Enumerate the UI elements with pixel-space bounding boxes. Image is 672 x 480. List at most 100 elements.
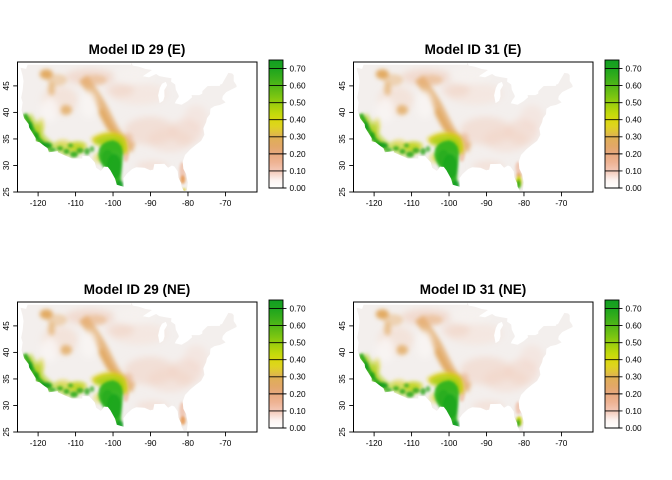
legend-colorbar [605, 60, 619, 188]
x-tick-label: -120 [366, 438, 383, 448]
y-tick-label: 35 [337, 134, 347, 144]
x-tick-label: -70 [555, 198, 567, 208]
legend-tick-label: 0.70 [626, 303, 643, 313]
panel-model-31-e: Model ID 31 (E) -120 -110 -100 -90 -80 -70 25 3… [337, 42, 643, 208]
legend-tick-label: 0.00 [626, 183, 643, 193]
x-tick-label: -90 [145, 198, 157, 208]
panel-model-31-ne: Model ID 31 (NE) -120 -110 -100 -90 -80 -70 25… [337, 282, 643, 448]
y-tick-label: 35 [337, 374, 347, 384]
plot-border [353, 61, 594, 193]
legend-tick-label: 0.70 [290, 63, 307, 73]
x-tick-label: -110 [404, 438, 420, 448]
legend-tick-label: 0.30 [290, 132, 307, 142]
legend-frame [268, 59, 284, 189]
x-tick-label: -110 [68, 438, 84, 448]
legend-tick-label: 0.20 [626, 389, 643, 399]
legend-colorbar [269, 60, 283, 188]
legend-tick-label: 0.30 [290, 372, 307, 382]
y-tick-label: 25 [337, 427, 347, 437]
x-tick-label: -70 [555, 438, 567, 448]
axes: -120 -110 -100 -90 -80 -70 25 30 35 40 45 [1, 81, 232, 208]
legend-tick-label: 0.10 [626, 166, 643, 176]
legend: 0.70 0.60 0.50 0.40 0.30 0.20 0.10 0.00 [268, 299, 307, 433]
x-tick-label: -110 [404, 198, 420, 208]
y-tick-label: 25 [1, 187, 11, 197]
x-tick-label: -110 [68, 198, 84, 208]
panel-title: Model ID 29 (NE) [84, 282, 191, 297]
y-tick-label: 25 [1, 427, 11, 437]
legend-tick-label: 0.70 [626, 63, 643, 73]
map-raster [354, 302, 594, 432]
y-tick-label: 40 [1, 347, 11, 357]
legend-ticks: 0.70 0.60 0.50 0.40 0.30 0.20 0.10 0.00 [269, 303, 307, 433]
legend-frame [604, 59, 620, 189]
axes: -120 -110 -100 -90 -80 -70 25 30 35 40 45 [1, 321, 232, 448]
legend-tick-label: 0.10 [290, 406, 307, 416]
legend-tick-label: 0.00 [290, 183, 307, 193]
x-tick-label: -80 [518, 198, 530, 208]
legend-tick-label: 0.60 [626, 81, 643, 91]
legend-tick-label: 0.10 [626, 406, 643, 416]
x-tick-label: -80 [518, 438, 530, 448]
y-tick-label: 40 [1, 107, 11, 117]
legend-tick-label: 0.60 [290, 81, 307, 91]
legend-tick-label: 0.40 [626, 355, 643, 365]
legend-tick-label: 0.60 [290, 321, 307, 331]
axes: -120 -110 -100 -90 -80 -70 25 30 35 40 45 [337, 321, 568, 448]
x-tick-label: -90 [481, 438, 493, 448]
x-tick-label: -100 [441, 438, 458, 448]
y-tick-label: 45 [337, 321, 347, 331]
y-tick-label: 25 [337, 187, 347, 197]
x-tick-label: -80 [182, 438, 194, 448]
plot-border [17, 301, 258, 433]
y-tick-label: 45 [1, 321, 11, 331]
panel-title: Model ID 31 (E) [425, 42, 522, 57]
x-tick-label: -100 [105, 438, 122, 448]
panel-model-29-e: Model ID 29 (E) -120 -110 -100 -90 -80 -70 25 3… [1, 42, 307, 208]
panel-title: Model ID 29 (E) [89, 42, 186, 57]
x-tick-label: -90 [481, 198, 493, 208]
florida-overlay [179, 402, 185, 425]
map-raster [18, 62, 258, 192]
legend-frame [604, 299, 620, 429]
x-tick-label: -90 [145, 438, 157, 448]
y-tick-label: 30 [1, 160, 11, 170]
legend-tick-label: 0.30 [626, 372, 643, 382]
legend-colorbar [269, 300, 283, 428]
legend-tick-label: 0.50 [290, 338, 307, 348]
x-tick-label: -100 [105, 198, 122, 208]
map-raster [354, 62, 594, 192]
legend-tick-label: 0.50 [290, 98, 307, 108]
legend-tick-label: 0.10 [290, 166, 307, 176]
y-tick-label: 30 [337, 160, 347, 170]
plot-border [353, 301, 594, 433]
legend-tick-label: 0.20 [626, 149, 643, 159]
legend-colorbar [605, 300, 619, 428]
x-tick-label: -120 [366, 198, 383, 208]
x-tick-label: -70 [219, 198, 231, 208]
x-tick-label: -70 [219, 438, 231, 448]
legend-tick-label: 0.20 [290, 149, 307, 159]
legend-frame [268, 299, 284, 429]
legend-ticks: 0.70 0.60 0.50 0.40 0.30 0.20 0.10 0.00 [605, 63, 643, 193]
y-tick-label: 30 [1, 400, 11, 410]
y-tick-label: 45 [337, 81, 347, 91]
panel-title: Model ID 31 (NE) [420, 282, 527, 297]
x-tick-label: -120 [30, 198, 47, 208]
legend: 0.70 0.60 0.50 0.40 0.30 0.20 0.10 0.00 [604, 59, 643, 193]
legend-tick-label: 0.50 [626, 338, 643, 348]
y-tick-label: 35 [1, 134, 11, 144]
x-tick-label: -80 [182, 198, 194, 208]
y-tick-label: 40 [337, 347, 347, 357]
legend-tick-label: 0.40 [290, 115, 307, 125]
panel-model-29-ne: Model ID 29 (NE) -120 -110 -100 -90 -80 -70 25… [1, 282, 307, 448]
legend-ticks: 0.70 0.60 0.50 0.40 0.30 0.20 0.10 0.00 [269, 63, 307, 193]
legend-tick-label: 0.70 [290, 303, 307, 313]
x-tick-label: -100 [441, 198, 458, 208]
plot-border [17, 61, 258, 193]
legend-tick-label: 0.40 [626, 115, 643, 125]
legend-tick-label: 0.00 [290, 423, 307, 433]
y-tick-label: 40 [337, 107, 347, 117]
y-tick-label: 45 [1, 81, 11, 91]
florida-overlay [515, 162, 522, 189]
